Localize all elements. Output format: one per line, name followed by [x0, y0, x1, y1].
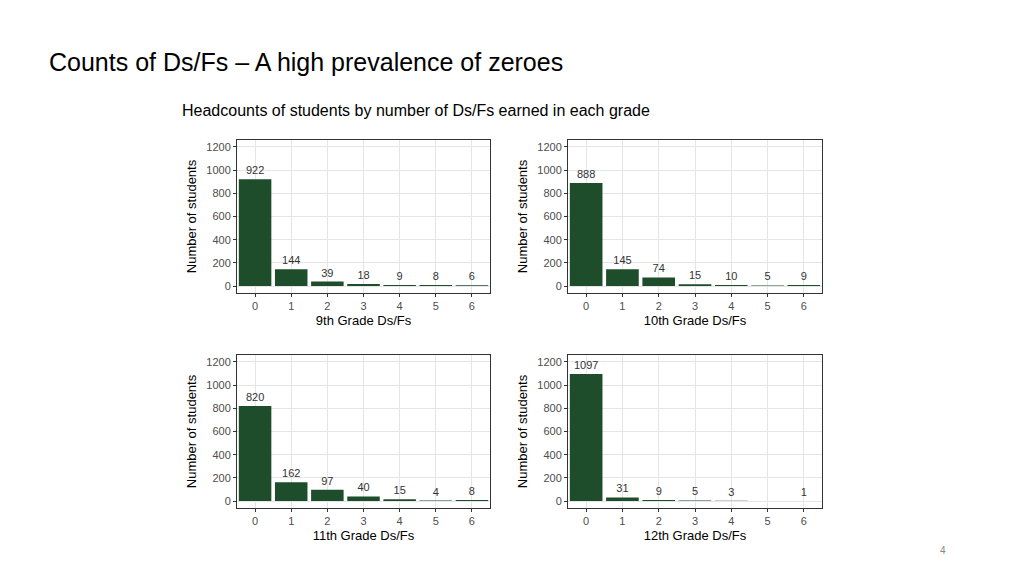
svg-text:200: 200 [543, 472, 561, 484]
svg-text:Number of students: Number of students [184, 159, 199, 273]
svg-text:2: 2 [324, 300, 330, 312]
svg-text:5: 5 [765, 515, 771, 527]
svg-text:4: 4 [433, 486, 439, 498]
svg-text:200: 200 [543, 257, 561, 269]
svg-text:10th Grade Ds/Fs: 10th Grade Ds/Fs [644, 313, 747, 328]
svg-text:400: 400 [543, 449, 561, 461]
svg-text:9: 9 [656, 485, 662, 497]
svg-text:5: 5 [765, 300, 771, 312]
svg-text:3: 3 [692, 300, 698, 312]
svg-text:1: 1 [619, 300, 625, 312]
svg-text:15: 15 [689, 269, 701, 281]
svg-text:400: 400 [212, 449, 230, 461]
svg-text:888: 888 [577, 168, 595, 180]
svg-text:8: 8 [469, 485, 475, 497]
svg-text:4: 4 [728, 300, 734, 312]
svg-text:74: 74 [653, 262, 665, 274]
svg-text:0: 0 [225, 495, 231, 507]
svg-text:0: 0 [556, 280, 562, 292]
svg-text:4: 4 [728, 515, 734, 527]
svg-text:0: 0 [583, 300, 589, 312]
svg-text:15: 15 [394, 484, 406, 496]
svg-text:4: 4 [397, 515, 403, 527]
svg-text:1000: 1000 [537, 164, 561, 176]
svg-text:5: 5 [765, 270, 771, 282]
svg-text:800: 800 [543, 187, 561, 199]
svg-text:0: 0 [252, 515, 258, 527]
svg-text:2: 2 [656, 300, 662, 312]
svg-text:800: 800 [212, 402, 230, 414]
svg-text:5: 5 [433, 515, 439, 527]
svg-text:40: 40 [357, 481, 369, 493]
svg-text:8: 8 [433, 270, 439, 282]
svg-text:820: 820 [246, 391, 264, 403]
svg-text:162: 162 [282, 467, 300, 479]
svg-text:0: 0 [225, 280, 231, 292]
svg-text:600: 600 [543, 425, 561, 437]
svg-text:3: 3 [360, 300, 366, 312]
svg-text:10: 10 [725, 270, 737, 282]
svg-text:1200: 1200 [537, 356, 561, 368]
svg-text:Headcounts of students by numb: Headcounts of students by number of Ds/F… [182, 102, 650, 119]
svg-text:9: 9 [801, 270, 807, 282]
svg-text:6: 6 [801, 515, 807, 527]
svg-text:Number of students: Number of students [515, 159, 530, 273]
svg-text:6: 6 [469, 300, 475, 312]
svg-text:5: 5 [433, 300, 439, 312]
svg-text:11th Grade Ds/Fs: 11th Grade Ds/Fs [313, 528, 415, 543]
svg-text:145: 145 [613, 254, 631, 266]
svg-text:922: 922 [246, 164, 264, 176]
svg-text:1000: 1000 [537, 379, 561, 391]
svg-text:3: 3 [360, 515, 366, 527]
svg-text:600: 600 [212, 425, 230, 437]
svg-text:1000: 1000 [206, 164, 230, 176]
svg-text:97: 97 [321, 475, 333, 487]
svg-text:600: 600 [543, 210, 561, 222]
svg-text:1200: 1200 [206, 356, 230, 368]
svg-text:2: 2 [656, 515, 662, 527]
svg-text:1: 1 [801, 486, 807, 498]
svg-text:2: 2 [324, 515, 330, 527]
svg-text:400: 400 [212, 234, 230, 246]
svg-text:6: 6 [469, 515, 475, 527]
svg-text:0: 0 [252, 300, 258, 312]
svg-text:1200: 1200 [206, 141, 230, 153]
svg-text:1: 1 [288, 300, 294, 312]
svg-text:31: 31 [616, 482, 628, 494]
svg-text:3: 3 [692, 515, 698, 527]
svg-text:200: 200 [212, 472, 230, 484]
svg-text:6: 6 [469, 270, 475, 282]
svg-text:12th Grade Ds/Fs: 12th Grade Ds/Fs [644, 528, 747, 543]
svg-text:800: 800 [543, 402, 561, 414]
svg-text:5: 5 [692, 485, 698, 497]
svg-text:6: 6 [801, 300, 807, 312]
svg-text:1000: 1000 [206, 379, 230, 391]
svg-text:4: 4 [940, 545, 946, 556]
svg-text:18: 18 [357, 269, 369, 281]
svg-text:1200: 1200 [537, 141, 561, 153]
svg-text:9: 9 [397, 270, 403, 282]
svg-text:39: 39 [321, 267, 333, 279]
svg-text:800: 800 [212, 187, 230, 199]
svg-text:3: 3 [728, 486, 734, 498]
svg-text:Counts of Ds/Fs – A high preva: Counts of Ds/Fs – A high prevalence of z… [49, 48, 563, 76]
svg-text:1: 1 [619, 515, 625, 527]
svg-text:0: 0 [556, 495, 562, 507]
svg-text:1097: 1097 [574, 359, 598, 371]
svg-text:1: 1 [288, 515, 294, 527]
svg-text:9th Grade Ds/Fs: 9th Grade Ds/Fs [316, 313, 412, 328]
svg-text:600: 600 [212, 210, 230, 222]
svg-text:0: 0 [583, 515, 589, 527]
svg-text:200: 200 [212, 257, 230, 269]
svg-text:4: 4 [397, 300, 403, 312]
svg-text:Number of students: Number of students [184, 374, 199, 488]
svg-text:144: 144 [282, 254, 300, 266]
svg-text:Number of students: Number of students [515, 374, 530, 488]
svg-text:400: 400 [543, 234, 561, 246]
